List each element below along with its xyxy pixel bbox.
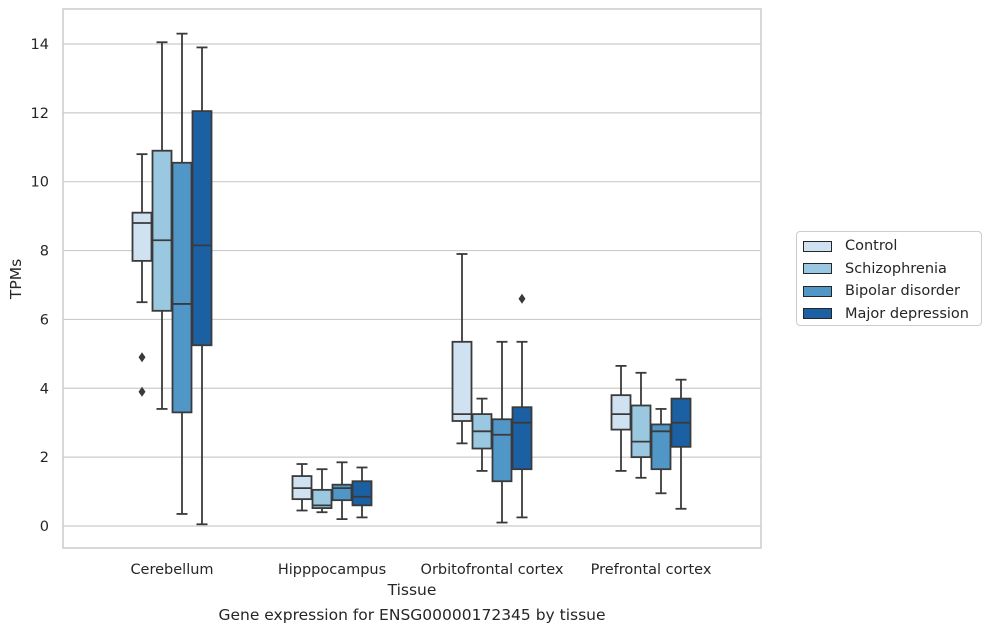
box-plot bbox=[511, 293, 533, 519]
legend-label: Major depression bbox=[845, 305, 969, 322]
series-control bbox=[131, 153, 632, 512]
legend-swatch bbox=[803, 308, 832, 320]
y-tick-label: 14 bbox=[31, 37, 49, 53]
box-plot bbox=[451, 253, 473, 445]
box-iqr bbox=[491, 418, 513, 483]
box-iqr bbox=[331, 483, 353, 502]
box-iqr bbox=[311, 488, 333, 509]
y-tick-label: 12 bbox=[31, 106, 49, 122]
box-plot bbox=[610, 365, 632, 472]
box-iqr bbox=[191, 110, 213, 347]
box-plot bbox=[471, 397, 493, 472]
box-plot bbox=[311, 468, 333, 514]
x-tick-label: Prefrontal cortex bbox=[591, 562, 712, 578]
box-plot bbox=[650, 408, 672, 495]
x-tick-labels: Cerebellum Hipppocampus Orbitofrontal cort… bbox=[130, 562, 711, 578]
box-iqr bbox=[650, 423, 672, 471]
outlier-point bbox=[138, 352, 146, 363]
chart-caption: Gene expression for ENSG00000172345 by t… bbox=[218, 606, 606, 624]
y-tick-label: 6 bbox=[40, 312, 49, 328]
y-tick-label: 2 bbox=[40, 450, 49, 466]
outlier-point bbox=[518, 293, 526, 304]
legend: Control Schizophrenia Bipolar disorder Majo… bbox=[796, 231, 982, 326]
series-schizophrenia bbox=[151, 41, 652, 514]
box-plot bbox=[630, 371, 652, 479]
box-iqr bbox=[351, 480, 373, 507]
x-tick-label: Hipppocampus bbox=[278, 562, 386, 578]
box-plot bbox=[291, 463, 313, 512]
box-plot bbox=[151, 41, 173, 410]
x-tick-label: Cerebellum bbox=[130, 562, 213, 578]
y-tick-label: 8 bbox=[40, 244, 49, 260]
box-iqr bbox=[511, 406, 533, 471]
x-tick-label: Orbitofrontal cortex bbox=[421, 562, 564, 578]
box-iqr bbox=[630, 404, 652, 459]
x-axis-label: Tissue bbox=[387, 581, 437, 599]
y-tick-labels: 0 2 4 6 8 10 12 14 bbox=[31, 37, 49, 535]
box-plot bbox=[491, 340, 513, 524]
box-iqr bbox=[151, 149, 173, 312]
legend-label: Schizophrenia bbox=[845, 260, 947, 277]
box-iqr bbox=[131, 211, 153, 262]
outlier-point bbox=[138, 386, 146, 397]
box-plot bbox=[670, 378, 692, 510]
box-plot bbox=[351, 466, 373, 519]
legend-label: Control bbox=[845, 238, 898, 255]
y-tick-label: 0 bbox=[40, 519, 49, 535]
legend-item: Schizophrenia bbox=[797, 258, 981, 281]
legend-item: Major depression bbox=[797, 303, 981, 326]
box-series bbox=[131, 32, 692, 526]
box-iqr bbox=[171, 161, 193, 414]
box-iqr bbox=[451, 340, 473, 422]
legend-swatch bbox=[803, 263, 832, 275]
legend-item: Bipolar disorder bbox=[797, 280, 981, 303]
box-plot bbox=[171, 32, 193, 515]
legend-swatch bbox=[803, 240, 832, 252]
legend-swatch bbox=[803, 285, 832, 297]
box-plot bbox=[131, 153, 153, 397]
y-axis-label: TPMs bbox=[7, 259, 25, 300]
box-plot bbox=[191, 46, 213, 526]
series-bipolar-disorder bbox=[171, 32, 672, 524]
legend-label: Bipolar disorder bbox=[845, 283, 960, 300]
legend-item: Control bbox=[797, 235, 981, 258]
series-major-depression bbox=[191, 46, 692, 526]
box-plot bbox=[331, 461, 353, 521]
y-tick-label: 10 bbox=[31, 175, 49, 191]
box-iqr bbox=[610, 394, 632, 431]
y-tick-label: 4 bbox=[40, 381, 49, 397]
